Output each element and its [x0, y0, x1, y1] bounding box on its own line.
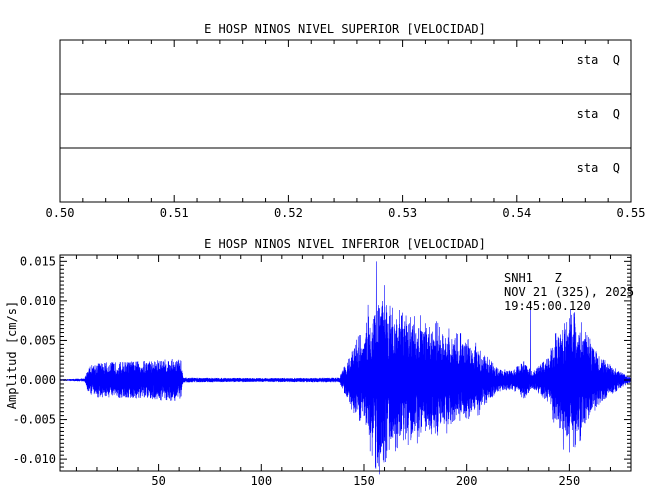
lower-axes-frame [59, 254, 632, 472]
y-tick-label: 0.000 [20, 373, 56, 387]
trace-label-2: sta Q [577, 107, 620, 121]
y-tick-label: -0.010 [13, 452, 56, 466]
x-tick-label: 0.53 [388, 206, 417, 220]
trace-label-3: sta Q [577, 161, 620, 175]
x-tick-label: 0.50 [46, 206, 75, 220]
seismogram-trace [59, 261, 632, 475]
x-tick-label: 150 [353, 474, 375, 488]
station-annotation-line-2: NOV 21 (325), 2025 [504, 285, 634, 299]
y-tick-label: 0.015 [20, 254, 56, 268]
upper-tick-marks [59, 40, 632, 202]
y-axis-label: Amplitud [cm/s] [5, 301, 19, 409]
x-tick-label: 200 [456, 474, 478, 488]
upper-title: E HOSP NINOS NIVEL SUPERIOR [VELOCIDAD] [204, 22, 486, 36]
x-tick-label: 0.55 [617, 206, 646, 220]
upper-tick-labels: 0.50 0.51 0.52 0.53 0.54 0.55 [46, 206, 646, 220]
lower-panel: E HOSP NINOS NIVEL INFERIOR [VELOCIDAD] … [5, 237, 634, 488]
waveform-line [59, 261, 632, 475]
x-tick-label: 0.54 [502, 206, 531, 220]
station-annotation-line-1: SNH1 Z [504, 271, 562, 285]
lower-tick-labels: 50 100 150 200 250 0.015 0.010 0.005 0.000 -0.005… [13, 254, 581, 488]
upper-axes-frame [59, 39, 632, 203]
station-annotation-line-3: 19:45:00.120 [504, 299, 591, 313]
x-tick-label: 100 [250, 474, 272, 488]
x-tick-label: 0.52 [274, 206, 303, 220]
lower-title: E HOSP NINOS NIVEL INFERIOR [VELOCIDAD] [204, 237, 486, 251]
lower-tick-marks [60, 255, 632, 471]
x-tick-label: 0.51 [160, 206, 189, 220]
y-tick-label: 0.010 [20, 294, 56, 308]
x-tick-label: 50 [151, 474, 165, 488]
y-tick-label: 0.005 [20, 333, 56, 347]
x-tick-label: 250 [559, 474, 581, 488]
y-tick-label: -0.005 [13, 413, 56, 427]
upper-panel: E HOSP NINOS NIVEL SUPERIOR [VELOCIDAD] … [46, 22, 646, 220]
trace-label-1: sta Q [577, 53, 620, 67]
